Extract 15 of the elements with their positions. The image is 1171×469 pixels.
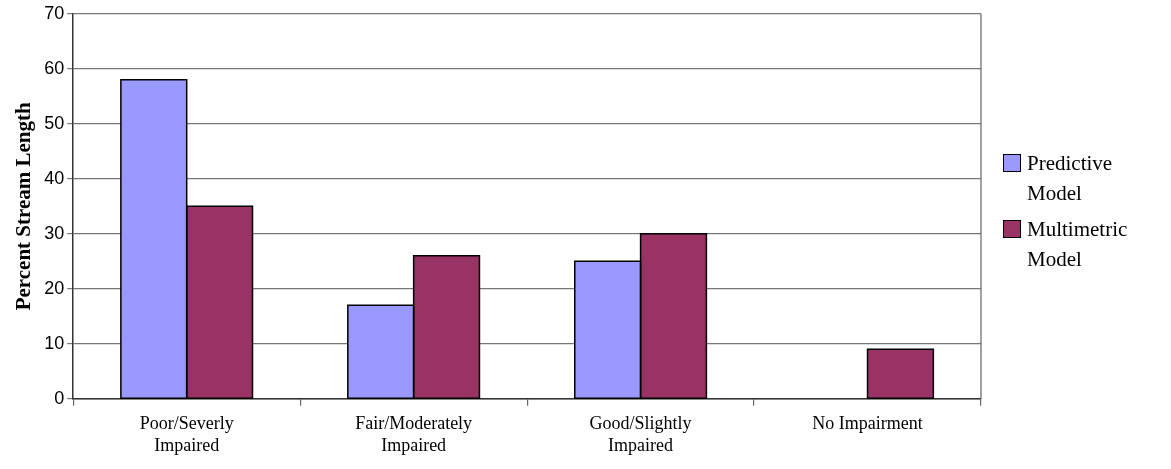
- x-tick-label: Fair/Moderately Impaired: [355, 413, 473, 455]
- y-tick-label: 70: [44, 2, 65, 23]
- y-tick-label: 60: [44, 57, 65, 78]
- y-tick-label: 30: [44, 222, 65, 243]
- y-axis-title: Percent Stream Length: [11, 101, 36, 311]
- y-tick-label: 20: [44, 277, 65, 298]
- x-tick-label: Poor/Severly Impaired: [139, 413, 234, 455]
- x-tick-label: Good/Slightly Impaired: [589, 413, 692, 455]
- y-tick-label: 10: [44, 332, 65, 353]
- y-tick-label: 40: [44, 167, 65, 188]
- x-tick-label: No Impairment: [812, 413, 923, 434]
- legend-label: Predictive Model: [1027, 150, 1114, 207]
- legend-label: Multimetric Model: [1027, 216, 1129, 273]
- y-tick-label: 0: [54, 387, 65, 408]
- y-tick-label: 50: [44, 112, 65, 133]
